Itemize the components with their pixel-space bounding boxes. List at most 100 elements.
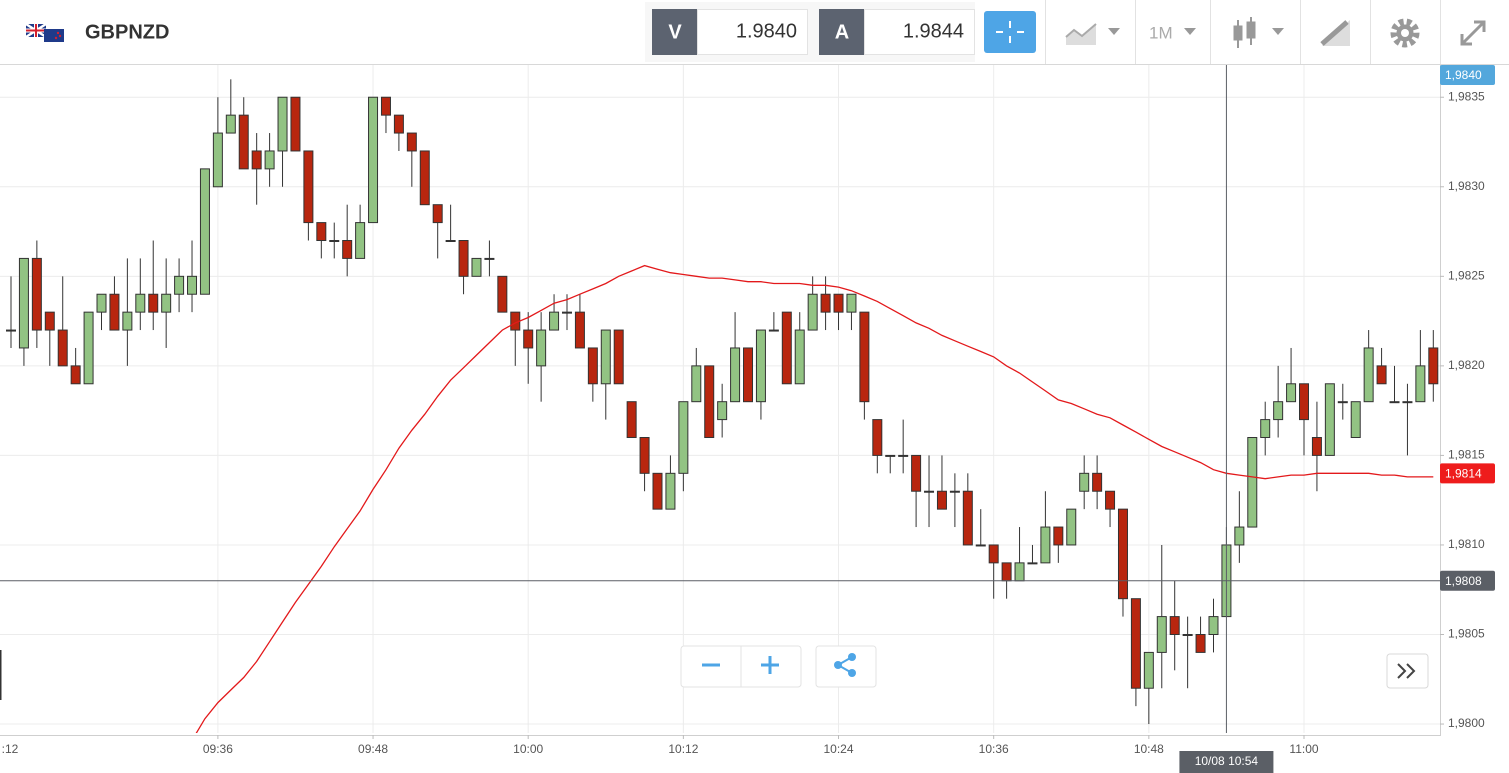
candle-body	[1014, 562, 1025, 582]
candle-body	[730, 347, 741, 403]
candle-body	[1092, 472, 1103, 492]
buy-price: 1.9844	[903, 20, 964, 42]
candle-body	[975, 544, 986, 547]
candle-body	[523, 329, 534, 349]
y-tick-label: 1,9820	[1448, 358, 1485, 372]
candle-body	[1234, 526, 1245, 546]
candle-body	[380, 96, 391, 116]
candle-body	[1182, 634, 1193, 637]
candle-body	[1337, 401, 1348, 404]
toolbar-separators	[1045, 0, 1441, 64]
candle-body	[174, 275, 185, 295]
candle-body	[31, 257, 42, 331]
settings-button[interactable]	[1390, 18, 1420, 48]
candle-body	[1324, 383, 1335, 456]
candle-body	[794, 329, 805, 385]
candle-body	[665, 472, 676, 510]
candle-body	[781, 311, 792, 385]
x-tick-label: 10:24	[824, 742, 854, 756]
candle-body	[484, 257, 495, 260]
plot-area	[0, 79, 1440, 733]
candle-body	[962, 490, 973, 546]
candle-body	[1195, 634, 1206, 653]
x-tick-label: :12	[2, 742, 19, 756]
candle-body	[1156, 616, 1167, 653]
candle-body	[1079, 472, 1090, 492]
candle-body	[303, 150, 314, 224]
candle-body	[264, 150, 275, 170]
scroll-right-button[interactable]	[1386, 653, 1429, 689]
candle-body	[342, 240, 353, 259]
x-tick-label: 11:00	[1289, 742, 1318, 756]
timeframe-arrow[interactable]	[1184, 28, 1196, 35]
candle-body	[1350, 401, 1361, 439]
share-button[interactable]	[834, 653, 856, 677]
price-badge	[1440, 65, 1495, 85]
candle-body	[613, 329, 624, 385]
candle-body	[1273, 401, 1284, 421]
symbol: GBPNZD	[85, 21, 169, 43]
candle-body	[1389, 401, 1400, 404]
buy-label[interactable]: A	[835, 21, 849, 43]
candle-body	[122, 311, 133, 331]
candle-type-button[interactable]	[1233, 17, 1284, 48]
candle-body	[44, 311, 55, 331]
candle-body	[1260, 419, 1271, 439]
buy-button[interactable]	[819, 9, 864, 55]
candle-body	[691, 365, 702, 403]
fullscreen-button[interactable]	[1460, 20, 1486, 46]
candle-body	[238, 114, 249, 170]
candle-body	[807, 293, 818, 331]
candle-body	[406, 132, 417, 152]
crosshair-button[interactable]	[984, 11, 1036, 53]
candle-body	[924, 490, 935, 493]
sell-label[interactable]: V	[668, 21, 682, 43]
y-tick-label: 1,9835	[1448, 89, 1485, 103]
candle-body	[96, 293, 107, 313]
sell-button[interactable]	[652, 9, 697, 55]
x-tick-label: 09:48	[358, 742, 388, 756]
candle-body	[717, 401, 728, 421]
sell-price-box	[697, 9, 808, 55]
candle-body	[872, 419, 883, 456]
sell-price: 1.9840	[736, 20, 797, 42]
candle-body	[898, 454, 909, 457]
candle-body	[704, 365, 715, 439]
candle-body	[626, 401, 637, 439]
candle-body	[652, 472, 663, 510]
timeframe[interactable]: 1M	[1149, 23, 1173, 42]
y-tick-label: 1,9810	[1448, 537, 1485, 551]
y-tick-label: 1,9830	[1448, 179, 1485, 193]
candle-body	[1428, 347, 1439, 385]
candle-body	[1299, 383, 1309, 421]
candle-body	[1066, 508, 1077, 546]
zoom-in-button[interactable]	[761, 656, 779, 674]
axes: 1,9800 1,9805 1,9810 1,9815 1,9820 1,9825 1,98…	[2, 89, 1485, 756]
candle-body	[497, 275, 508, 313]
drawing-tools-button[interactable]	[1320, 20, 1350, 46]
candle-body	[859, 311, 870, 403]
candle-body	[536, 329, 547, 367]
candle-body	[988, 544, 999, 564]
y-tick-label: 1,9815	[1448, 448, 1485, 462]
candle-body	[1001, 562, 1012, 582]
price-badge-label: 1,9808	[1445, 574, 1482, 588]
chart-type-button[interactable]	[1065, 23, 1120, 45]
crosshair-time-badge	[1179, 751, 1274, 773]
candle-body	[755, 329, 766, 403]
x-tick-label: 09:36	[203, 742, 233, 756]
candle-body	[1415, 365, 1426, 403]
candle-body	[57, 329, 68, 367]
candle-body	[846, 293, 857, 313]
candle-body	[949, 490, 960, 493]
candle-body	[820, 293, 831, 313]
candle-body	[1053, 526, 1064, 546]
header: GBPNZD V 1.9840 A 1.9844 1M	[0, 0, 1509, 65]
candle-body	[277, 96, 288, 152]
candle-body	[911, 454, 922, 492]
candle-body	[678, 401, 689, 474]
candle-body	[393, 114, 404, 134]
